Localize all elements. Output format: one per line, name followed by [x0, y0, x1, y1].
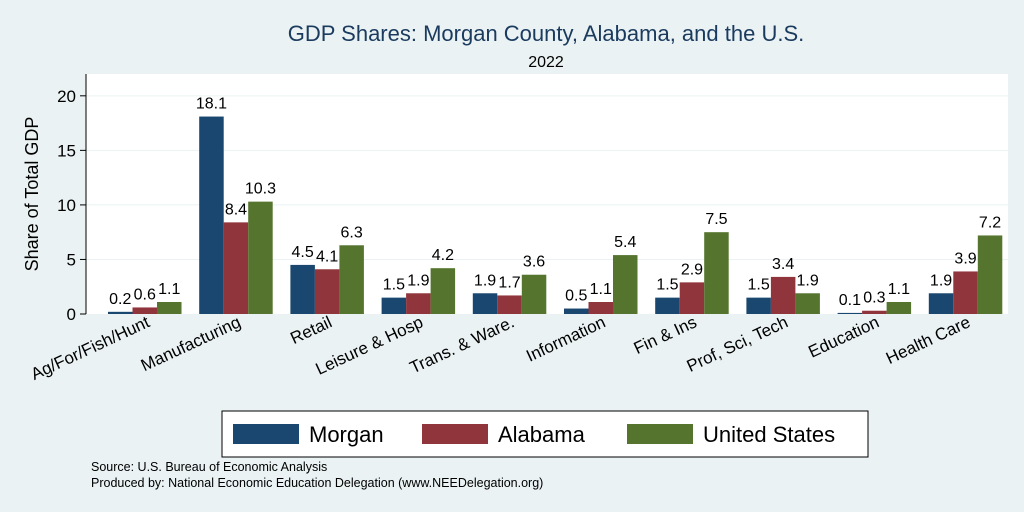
y-axis-label: Share of Total GDP — [22, 117, 42, 272]
bar-alabama — [406, 293, 431, 314]
chart-title: GDP Shares: Morgan County, Alabama, and … — [288, 21, 804, 46]
bar-morgan — [928, 293, 954, 314]
bar-morgan — [381, 297, 407, 314]
y-tick-label: 15 — [57, 141, 76, 160]
data-label: 1.9 — [407, 272, 429, 289]
x-category-label: Fin & Ins — [631, 312, 700, 358]
data-label: 2.9 — [681, 261, 703, 278]
legend-label: Morgan — [309, 422, 384, 447]
bar-morgan — [472, 293, 498, 314]
y-tick-label: 5 — [67, 250, 76, 269]
data-label: 1.1 — [590, 281, 612, 298]
x-category-label: Information — [523, 312, 608, 365]
bar-morgan — [108, 311, 133, 314]
bar-united-states — [248, 201, 273, 314]
bar-united-states — [795, 293, 820, 314]
x-category-label: Trans. & Ware. — [407, 312, 517, 377]
data-label: 4.5 — [292, 244, 314, 261]
legend-swatch — [627, 424, 693, 444]
data-label: 1.7 — [498, 274, 520, 291]
data-label: 7.5 — [705, 211, 727, 228]
x-category-label: Ag/For/Fish/Hunt — [28, 312, 153, 384]
bar-alabama — [314, 269, 340, 314]
data-label: 1.9 — [797, 272, 819, 289]
data-label: 0.2 — [109, 291, 131, 308]
data-label: 0.3 — [863, 290, 885, 307]
legend-box — [221, 410, 869, 458]
bar-alabama — [862, 310, 887, 314]
bar-alabama — [953, 271, 978, 314]
data-label: 0.5 — [565, 288, 587, 305]
data-label: 1.5 — [656, 277, 678, 294]
x-category-label: Prof, Sci, Tech — [684, 312, 791, 375]
data-label: 1.9 — [930, 272, 952, 289]
data-label: 1.1 — [888, 281, 910, 298]
bar-morgan — [837, 312, 863, 314]
data-label: 8.4 — [225, 201, 247, 218]
legend-label: United States — [703, 422, 835, 447]
bar-united-states — [704, 232, 729, 314]
y-axis-ticks: 0 5 10 15 20 — [57, 87, 86, 324]
data-label: 1.9 — [474, 272, 496, 289]
bar-alabama — [770, 276, 796, 314]
bar-alabama — [679, 282, 705, 314]
x-category-label: Education — [805, 312, 882, 361]
x-category-label: Health Care — [883, 312, 973, 368]
y-tick-label: 10 — [57, 196, 76, 215]
data-label: 4.2 — [432, 247, 454, 264]
legend-swatch — [233, 424, 299, 444]
source-line: Produced by: National Economic Education… — [91, 476, 543, 490]
bar-united-states — [157, 302, 182, 314]
data-label: 3.4 — [772, 256, 794, 273]
data-label: 7.2 — [979, 214, 1001, 231]
bar-alabama — [132, 307, 157, 314]
data-label: 10.3 — [245, 181, 276, 198]
legend: Morgan Alabama United States — [221, 410, 869, 458]
data-label: 4.1 — [316, 248, 338, 265]
bar-morgan — [199, 116, 224, 314]
x-category-label: Retail — [287, 312, 334, 348]
bar-alabama — [223, 222, 249, 314]
bar-united-states — [339, 245, 364, 314]
bar-morgan — [290, 264, 315, 314]
data-label: 18.1 — [196, 96, 227, 113]
x-category-label: Manufacturing — [138, 312, 244, 375]
data-label: 5.4 — [614, 234, 636, 251]
bar-morgan — [746, 297, 771, 314]
data-label: 0.1 — [839, 292, 861, 309]
data-label: 1.5 — [383, 277, 405, 294]
source-notes: Source: U.S. Bureau of Economic Analysis… — [91, 460, 543, 490]
legend-swatch — [422, 424, 488, 444]
y-tick-label: 0 — [67, 305, 76, 324]
bar-united-states — [886, 302, 912, 314]
bar-morgan — [564, 308, 589, 314]
data-label: 1.5 — [748, 277, 770, 294]
data-label: 3.6 — [523, 254, 545, 271]
data-label: 3.9 — [954, 250, 976, 267]
bar-morgan — [655, 297, 680, 314]
y-tick-label: 20 — [57, 87, 76, 106]
data-label: 6.3 — [341, 224, 363, 241]
bar-united-states — [430, 268, 456, 314]
bar-alabama — [588, 302, 613, 314]
bar-united-states — [977, 235, 1003, 314]
data-label: 1.1 — [158, 281, 180, 298]
data-label: 0.6 — [134, 286, 156, 303]
legend-label: Alabama — [498, 422, 586, 447]
bar-united-states — [521, 274, 547, 314]
source-line: Source: U.S. Bureau of Economic Analysis — [91, 460, 327, 474]
bar-united-states — [613, 255, 638, 314]
bar-alabama — [497, 295, 522, 314]
bars-group: 0.2 0.6 1.118.18.410.34.5 4.16.31.5 1.94.21.… — [108, 96, 1003, 314]
chart-subtitle: 2022 — [528, 54, 564, 71]
